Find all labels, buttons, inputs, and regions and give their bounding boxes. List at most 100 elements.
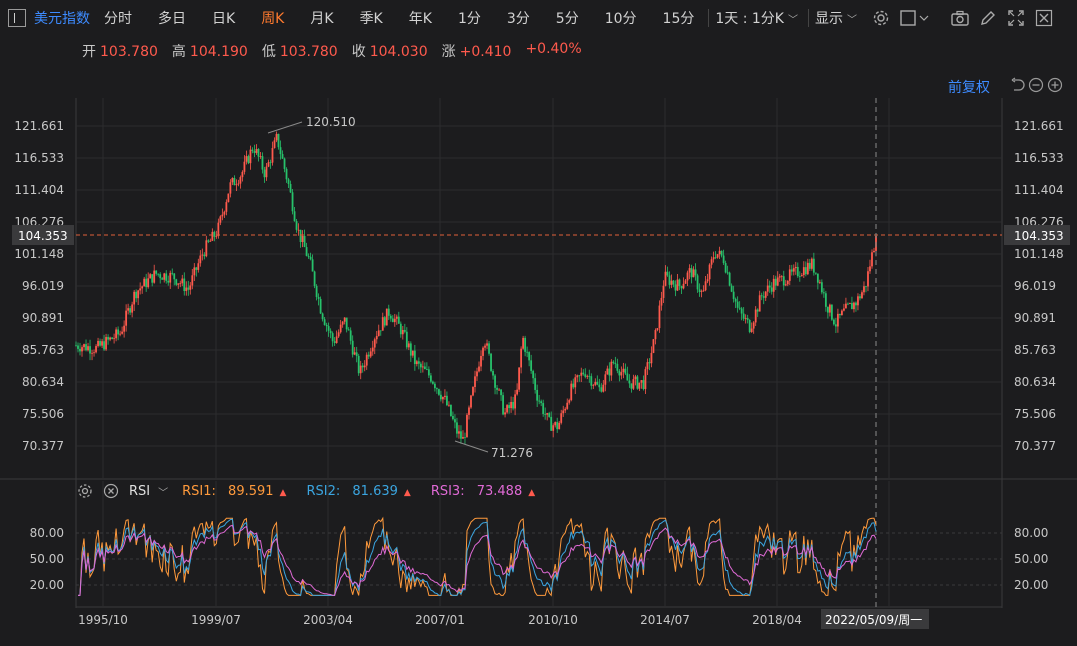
tab-timeframe-year[interactable]: 年K xyxy=(408,11,432,27)
candle-body xyxy=(684,280,687,284)
candle-body xyxy=(554,422,557,426)
candle-body xyxy=(496,387,498,390)
candle-body xyxy=(508,405,510,409)
candle-body xyxy=(249,149,252,164)
candle-body xyxy=(540,401,543,404)
candle-body xyxy=(269,162,272,164)
chart-style-square-icon[interactable] xyxy=(898,7,932,29)
rsi-close-icon[interactable] xyxy=(103,483,119,499)
display-dropdown[interactable]: 显示 ﹀ xyxy=(815,8,857,28)
candle-body xyxy=(680,286,683,289)
candle-body xyxy=(642,380,645,390)
candle-body xyxy=(393,318,396,323)
candle-body xyxy=(253,151,256,153)
tab-timeframe-quarter[interactable]: 季K xyxy=(359,11,383,27)
rsi1-label: RSI1: xyxy=(182,483,216,499)
candle-body xyxy=(321,313,324,320)
candle-body xyxy=(109,337,111,340)
up-arrow-icon: ▲ xyxy=(403,487,411,498)
candle-body xyxy=(786,280,789,285)
tab-timeframe-week[interactable]: 周K xyxy=(261,11,285,27)
price-adjust-toggle[interactable]: 前复权 xyxy=(948,80,990,96)
candle-body xyxy=(518,367,521,390)
pencil-draw-icon[interactable] xyxy=(977,7,999,29)
candle-body xyxy=(490,353,492,371)
candle-body xyxy=(421,366,424,368)
fullscreen-icon[interactable] xyxy=(1005,7,1027,29)
candle-body xyxy=(89,346,91,354)
candle-body xyxy=(841,310,843,316)
candle-body xyxy=(161,278,164,280)
candle-body xyxy=(522,337,525,349)
settings-gear-icon[interactable] xyxy=(870,7,892,29)
tab-timeframe-month[interactable]: 月K xyxy=(310,11,334,27)
candle-body xyxy=(578,375,581,377)
rsi2-line xyxy=(78,518,877,597)
tab-timeframe-fenshi[interactable]: 分时 xyxy=(104,11,132,27)
rsi-gridlines xyxy=(76,532,1002,586)
tab-timeframe-10min[interactable]: 10分 xyxy=(604,11,637,27)
candle-body xyxy=(752,322,755,329)
candle-body xyxy=(119,333,122,335)
candle-body xyxy=(644,369,647,390)
candle-body xyxy=(297,229,300,231)
rsi-tick: 50.00 xyxy=(30,552,64,566)
interval-dropdown[interactable]: 1天 : 1分K ﹀ xyxy=(715,8,798,28)
candle-body xyxy=(123,325,126,332)
low-value: 103.780 xyxy=(279,44,338,60)
candle-body xyxy=(640,380,643,383)
candle-body xyxy=(530,360,533,371)
rsi2-label: RSI2: xyxy=(306,483,341,499)
panel-toggle-icon[interactable] xyxy=(8,9,26,27)
candle-body xyxy=(542,403,545,414)
symbol-name[interactable]: 美元指数 xyxy=(34,11,90,27)
candle-body xyxy=(512,401,514,409)
candle-body xyxy=(401,329,404,335)
zoom-in-icon[interactable] xyxy=(1046,76,1063,93)
candle-body xyxy=(145,278,148,288)
candle-body xyxy=(598,384,601,388)
candle-body xyxy=(602,384,605,392)
camera-icon[interactable] xyxy=(949,7,971,29)
tab-timeframe-5min[interactable]: 5分 xyxy=(555,11,579,27)
rsi-settings-gear-icon[interactable] xyxy=(77,483,93,499)
rsi-indicator-name[interactable]: RSI xyxy=(129,483,151,499)
candle-body xyxy=(85,344,87,351)
price-tick: 80.634 xyxy=(22,375,64,389)
tab-timeframe-day[interactable]: 日K xyxy=(212,11,236,27)
candle-body xyxy=(718,250,721,255)
candle-body xyxy=(319,298,322,314)
candle-body xyxy=(237,183,240,185)
open-readout: 开 103.780 xyxy=(82,41,158,61)
candle-body xyxy=(832,319,835,325)
close-icon[interactable] xyxy=(1033,7,1055,29)
candle-body xyxy=(75,345,77,347)
candle-body xyxy=(235,184,238,186)
change-readout: 涨 +0.410 xyxy=(442,41,512,61)
candle-body xyxy=(760,295,763,297)
candle-body xyxy=(175,279,178,285)
chevron-down-icon[interactable]: ﹀ xyxy=(158,487,169,499)
candle-body xyxy=(516,389,519,395)
candle-body xyxy=(494,375,496,388)
time-axis: 1995/10 1999/07 2003/04 2007/01 2010/10 … xyxy=(78,613,802,627)
candle-body xyxy=(712,257,715,260)
candle-body xyxy=(790,269,793,272)
candle-body xyxy=(472,387,474,396)
tab-timeframe-15min[interactable]: 15分 xyxy=(662,11,695,27)
tab-timeframe-3min[interactable]: 3分 xyxy=(506,11,530,27)
tab-timeframe-multiday[interactable]: 多日 xyxy=(158,11,186,27)
candle-body xyxy=(113,338,115,340)
candle-body xyxy=(572,383,575,388)
candle-body xyxy=(766,285,769,292)
reset-zoom-icon[interactable] xyxy=(1008,76,1025,93)
candle-body xyxy=(411,350,414,356)
zoom-out-icon[interactable] xyxy=(1027,76,1044,93)
candle-body xyxy=(307,255,310,257)
rsi-tick: 80.00 xyxy=(1014,526,1048,540)
candle-body xyxy=(231,177,234,183)
candle-body xyxy=(425,369,428,370)
tab-timeframe-1min[interactable]: 1分 xyxy=(457,11,481,27)
candle-body xyxy=(197,263,200,270)
